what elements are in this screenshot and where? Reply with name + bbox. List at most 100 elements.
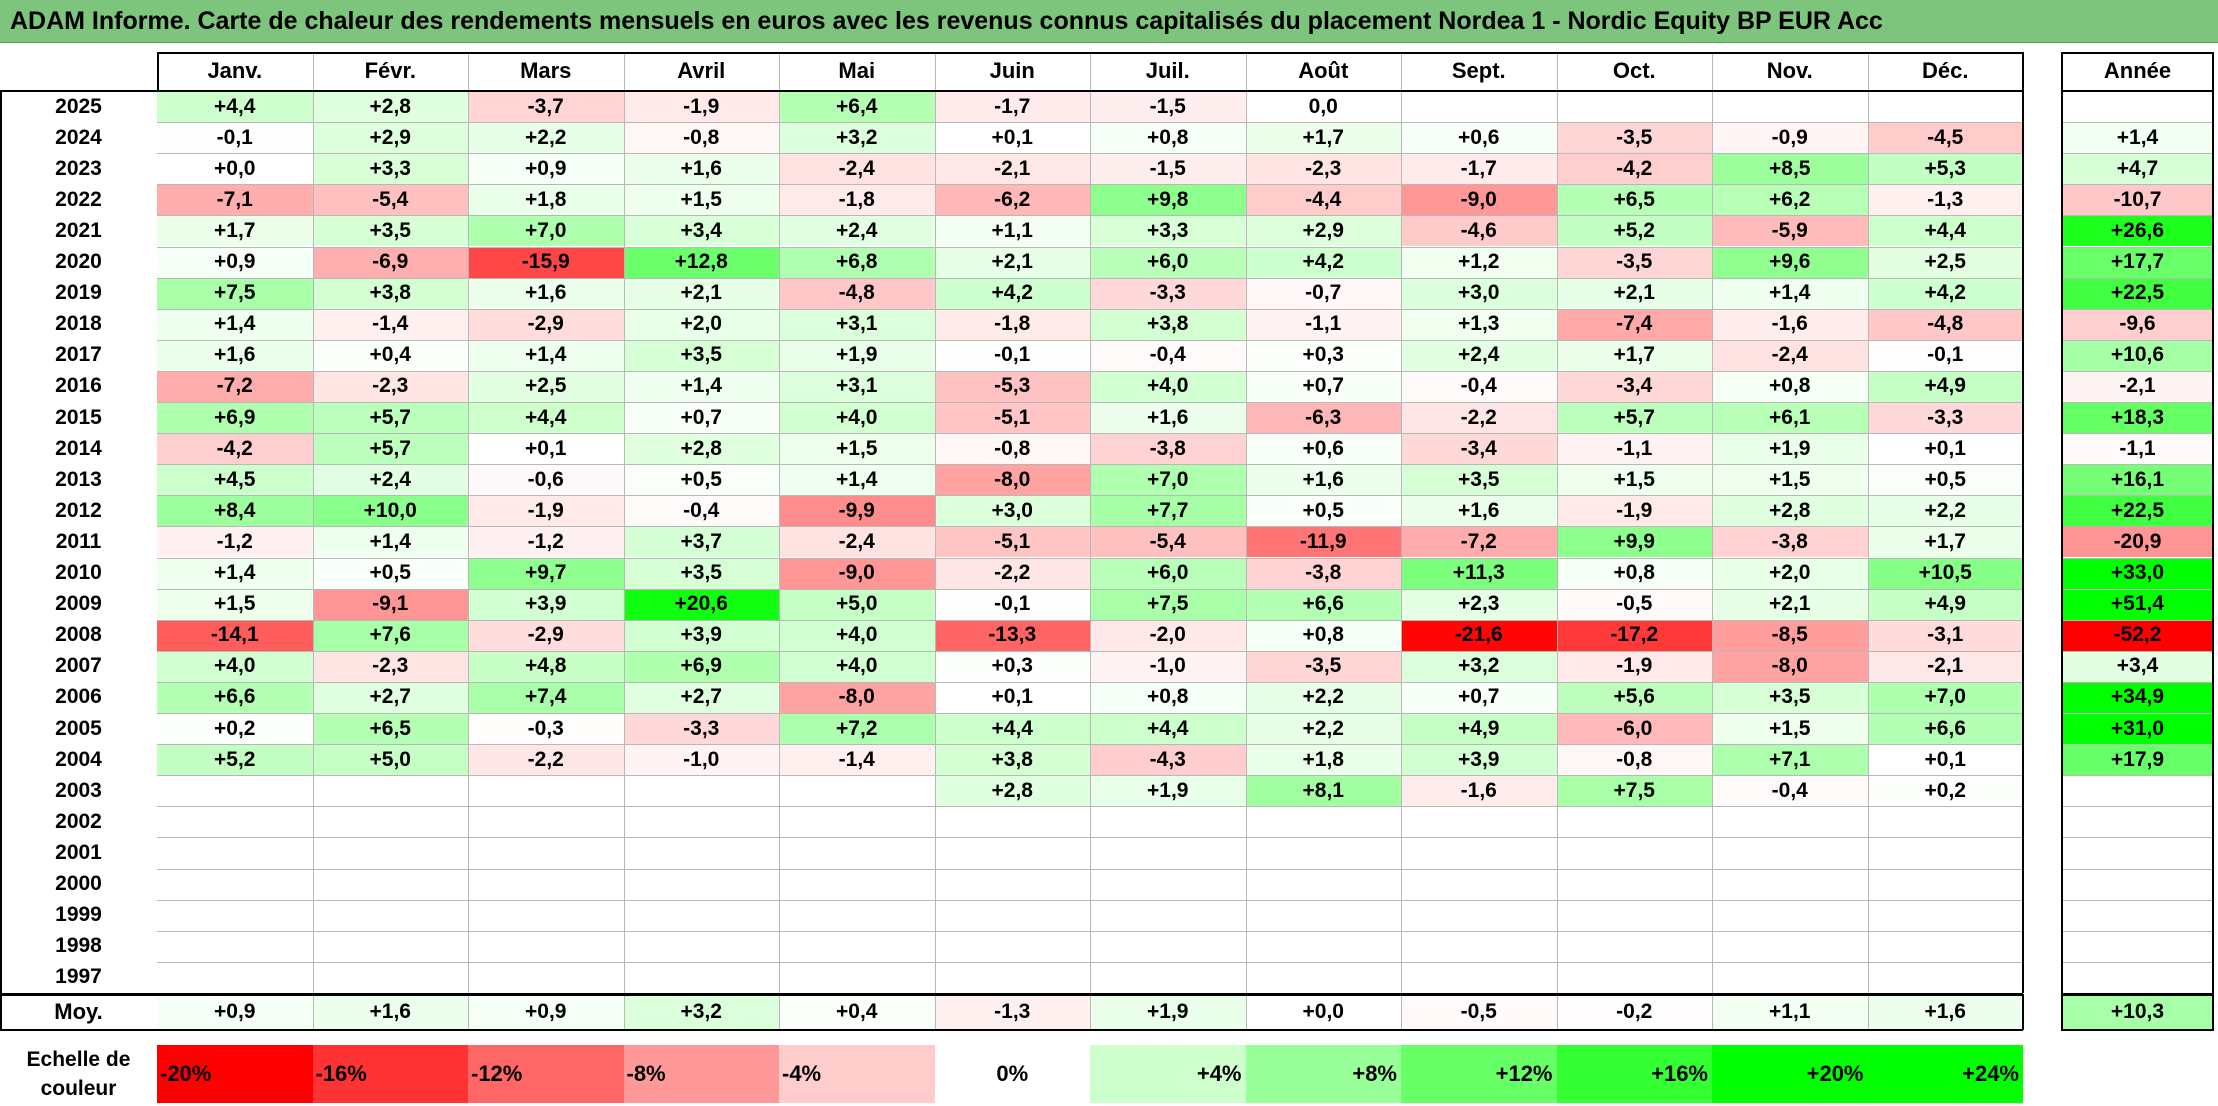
border-line bbox=[2061, 90, 2063, 993]
heatmap-cell: +1,6 bbox=[1245, 464, 1401, 496]
year-label: 2016 bbox=[55, 374, 102, 398]
heatmap-cell: -1,8 bbox=[934, 308, 1090, 340]
month-header: Nov. bbox=[1766, 58, 1813, 83]
heatmap-cell: +1,5 bbox=[623, 184, 779, 216]
heatmap-cell: -3,5 bbox=[1556, 122, 1712, 154]
heatmap-cell: -9,0 bbox=[1401, 184, 1557, 216]
year-label: 2019 bbox=[55, 281, 102, 305]
heatmap-cell: +2,5 bbox=[468, 370, 624, 402]
heatmap-cell bbox=[1556, 91, 1712, 123]
annual-cell: -1,1 bbox=[2061, 433, 2214, 465]
border-line bbox=[2212, 52, 2214, 90]
heatmap-cell: +4,8 bbox=[468, 650, 624, 682]
heatmap-cell: +2,8 bbox=[312, 91, 468, 123]
heatmap-cell: +9,9 bbox=[1556, 526, 1712, 558]
annual-cell: -52,2 bbox=[2061, 619, 2214, 651]
heatmap-cell: +4,2 bbox=[934, 277, 1090, 309]
year-label: 2020 bbox=[55, 250, 102, 274]
heatmap-cell: +3,2 bbox=[1401, 650, 1557, 682]
heatmap-cell: -4,6 bbox=[1401, 215, 1557, 247]
heatmap-cell: +5,3 bbox=[1867, 153, 2023, 185]
annual-header: Année bbox=[2103, 58, 2172, 83]
heatmap-cell: +2,3 bbox=[1401, 588, 1557, 620]
year-label: 2012 bbox=[55, 498, 102, 522]
heatmap-cell bbox=[312, 868, 468, 900]
heatmap-cell: -15,9 bbox=[468, 246, 624, 278]
border-line bbox=[157, 52, 2023, 54]
heatmap-cell: +0,5 bbox=[1245, 495, 1401, 527]
year-label: 1998 bbox=[55, 934, 102, 958]
heatmap-cell: +6,4 bbox=[779, 91, 935, 123]
grid-line bbox=[157, 713, 2023, 714]
heatmap-cell: +1,6 bbox=[623, 153, 779, 185]
border-line bbox=[2022, 90, 2024, 993]
heatmap-cell: -2,2 bbox=[1401, 402, 1557, 434]
heatmap-cell: +2,4 bbox=[1401, 339, 1557, 371]
heatmap-cell bbox=[934, 837, 1090, 869]
chart-title: ADAM Informe. Carte de chaleur des rende… bbox=[10, 7, 1883, 35]
heatmap-cell: -1,1 bbox=[1245, 308, 1401, 340]
heatmap-cell: +8,5 bbox=[1712, 153, 1868, 185]
average-cell: +3,2 bbox=[623, 995, 779, 1029]
heatmap-cell: -5,1 bbox=[934, 402, 1090, 434]
heatmap-cell bbox=[1401, 961, 1557, 993]
year-label: 2024 bbox=[55, 125, 102, 149]
border-line bbox=[2061, 52, 2214, 54]
heatmap-cell: +2,9 bbox=[312, 122, 468, 154]
heatmap-cell: +4,4 bbox=[157, 91, 313, 123]
year-label: 2008 bbox=[55, 623, 102, 647]
heatmap-cell: -3,3 bbox=[1090, 277, 1246, 309]
heatmap-cell bbox=[1090, 961, 1246, 993]
grid-line bbox=[312, 91, 314, 993]
heatmap-cell: -1,1 bbox=[1556, 433, 1712, 465]
heatmap-cell: +0,6 bbox=[1401, 122, 1557, 154]
heatmap-cell: +1,7 bbox=[1867, 526, 2023, 558]
heatmap-cell: -1,3 bbox=[1867, 184, 2023, 216]
heatmap-cell bbox=[623, 775, 779, 807]
heatmap-cell: -0,1 bbox=[157, 122, 313, 154]
scale-label-line1: Echelle de bbox=[26, 1048, 131, 1071]
heatmap-cell: +3,8 bbox=[934, 744, 1090, 776]
heatmap-cell: +7,1 bbox=[1712, 744, 1868, 776]
heatmap-cell: +1,5 bbox=[779, 433, 935, 465]
heatmap-cell: +6,9 bbox=[623, 650, 779, 682]
heatmap-cell bbox=[468, 806, 624, 838]
heatmap-cell: +3,4 bbox=[623, 215, 779, 247]
heatmap-cell bbox=[1867, 91, 2023, 123]
grid-line bbox=[157, 370, 2023, 372]
month-header: Juil. bbox=[1145, 58, 1190, 83]
border-line bbox=[157, 52, 159, 90]
heatmap-cell: +2,0 bbox=[623, 308, 779, 340]
heatmap-cell bbox=[157, 806, 313, 838]
year-label: 2017 bbox=[55, 343, 102, 367]
year-label: 2010 bbox=[55, 561, 102, 585]
heatmap-cell: -2,0 bbox=[1090, 619, 1246, 651]
heatmap-cell: +4,9 bbox=[1401, 713, 1557, 745]
heatmap-cell bbox=[779, 899, 935, 931]
border-line bbox=[2061, 1029, 2214, 1031]
grid-line bbox=[2061, 277, 2214, 279]
heatmap-cell: +7,5 bbox=[157, 277, 313, 309]
title-bar: ADAM Informe. Carte de chaleur des rende… bbox=[0, 0, 2218, 43]
heatmap-cell: +9,7 bbox=[468, 557, 624, 589]
annual-cell: +22,5 bbox=[2061, 277, 2214, 309]
heatmap-cell: +1,4 bbox=[157, 557, 313, 589]
heatmap-cell: -3,5 bbox=[1556, 246, 1712, 278]
heatmap-cell: -0,8 bbox=[1556, 744, 1712, 776]
border-line bbox=[2061, 994, 2214, 996]
heatmap-cell: +3,3 bbox=[1090, 215, 1246, 247]
grid-line bbox=[157, 184, 2023, 186]
average-cell: +1,1 bbox=[1712, 995, 1868, 1029]
grid-line bbox=[2061, 184, 2214, 186]
heatmap-cell: -4,8 bbox=[779, 277, 935, 309]
heatmap-cell: -5,1 bbox=[934, 526, 1090, 558]
year-label: 2006 bbox=[55, 685, 102, 709]
heatmap-cell bbox=[468, 899, 624, 931]
grid-line bbox=[1867, 995, 1869, 1029]
heatmap-cell: +0,1 bbox=[468, 433, 624, 465]
heatmap-cell: -2,1 bbox=[934, 153, 1090, 185]
heatmap-cell: -14,1 bbox=[157, 619, 313, 651]
heatmap-cell: -4,3 bbox=[1090, 744, 1246, 776]
heatmap-cell: +3,5 bbox=[1401, 464, 1557, 496]
heatmap-cell bbox=[1245, 930, 1401, 962]
